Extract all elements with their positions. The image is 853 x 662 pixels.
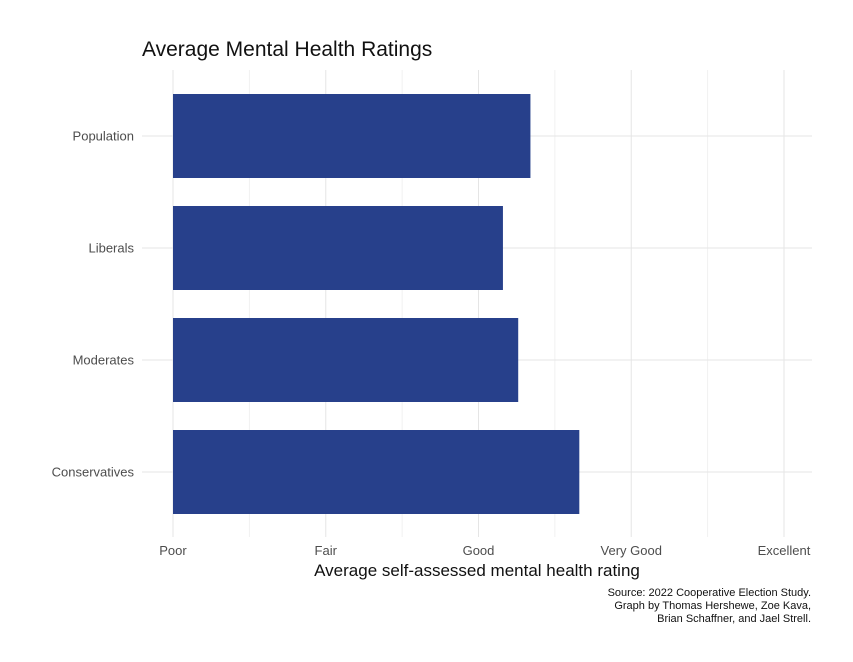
chart-title: Average Mental Health Ratings [142,38,432,61]
y-tick-labels: Population Liberals Moderates Conservatives [52,129,135,480]
caption-line-1: Source: 2022 Cooperative Election Study. [608,587,811,599]
x-axis-title: Average self-assessed mental health rati… [314,561,640,580]
bar [173,94,531,178]
bars [173,94,580,514]
bar [173,318,519,402]
x-tick-label: Poor [159,543,187,558]
x-tick-labels: Poor Fair Good Very Good Excellent [159,543,810,558]
y-tick-label: Conservatives [52,465,135,480]
y-tick-label: Moderates [73,353,135,368]
caption-line-3: Brian Schaffner, and Jael Strell. [657,613,811,625]
caption-line-2: Graph by Thomas Hershewe, Zoe Kava, [614,600,811,612]
y-tick-label: Population [73,129,134,144]
bar [173,430,580,514]
x-tick-label: Fair [315,543,338,558]
bar [173,206,503,290]
y-tick-label: Liberals [88,241,134,256]
x-tick-label: Excellent [758,543,811,558]
x-tick-label: Good [463,543,495,558]
x-tick-label: Very Good [601,543,662,558]
